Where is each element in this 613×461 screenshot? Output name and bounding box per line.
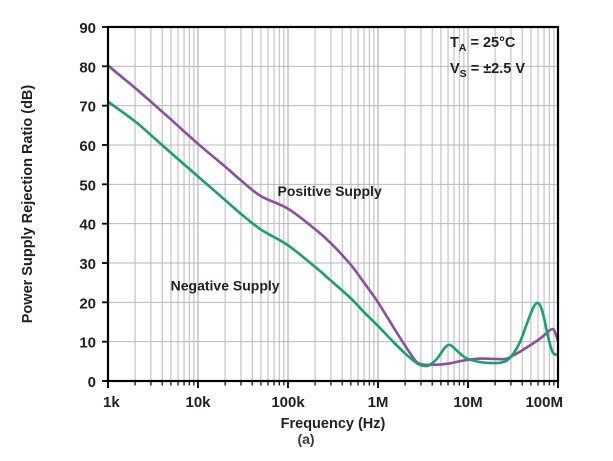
y-tick-label: 70 (79, 99, 96, 116)
series-label-negative-supply: Negative Supply (171, 278, 280, 294)
y-tick-label: 30 (79, 256, 96, 273)
y-tick-label: 50 (79, 177, 96, 194)
y-tick-label: 40 (79, 217, 96, 234)
x-tick-label: 1k (103, 394, 120, 411)
y-axis-title: Power Supply Rejection Ratio (dB) (20, 85, 36, 324)
x-tick-label: 100M (525, 394, 563, 411)
y-tick-label: 90 (79, 20, 96, 37)
x-tick-label: 100k (271, 394, 305, 411)
x-axis-title: Frequency (Hz) (281, 416, 386, 432)
series-group (108, 64, 558, 368)
series-line-negative-supply (108, 100, 558, 368)
plot-border (106, 25, 560, 383)
series-label-positive-supply: Positive Supply (277, 183, 381, 199)
y-tick-label: 80 (79, 59, 96, 76)
x-tick-label: 1M (368, 394, 389, 411)
y-tick-label: 10 (79, 335, 96, 352)
conditions-annotation: TA = 25°C VS = ±2.5 V (450, 35, 525, 80)
annotation-temperature: TA = 25°C (450, 35, 516, 54)
plot-background (108, 27, 558, 381)
gridlines (108, 27, 558, 381)
annotation-supply: VS = ±2.5 V (450, 61, 525, 80)
y-tick-label: 0 (88, 374, 96, 391)
y-tick-label: 60 (79, 138, 96, 155)
figure-caption: (a) (297, 431, 314, 447)
axis-ticks (102, 26, 559, 388)
x-tick-label: 10M (453, 394, 482, 411)
tick-labels: 0 10 20 30 40 50 60 70 80 90 1k 10k 100k 1M 10M 100M (79, 20, 563, 411)
x-tick-label: 10k (185, 394, 211, 411)
y-tick-label: 20 (79, 295, 96, 312)
